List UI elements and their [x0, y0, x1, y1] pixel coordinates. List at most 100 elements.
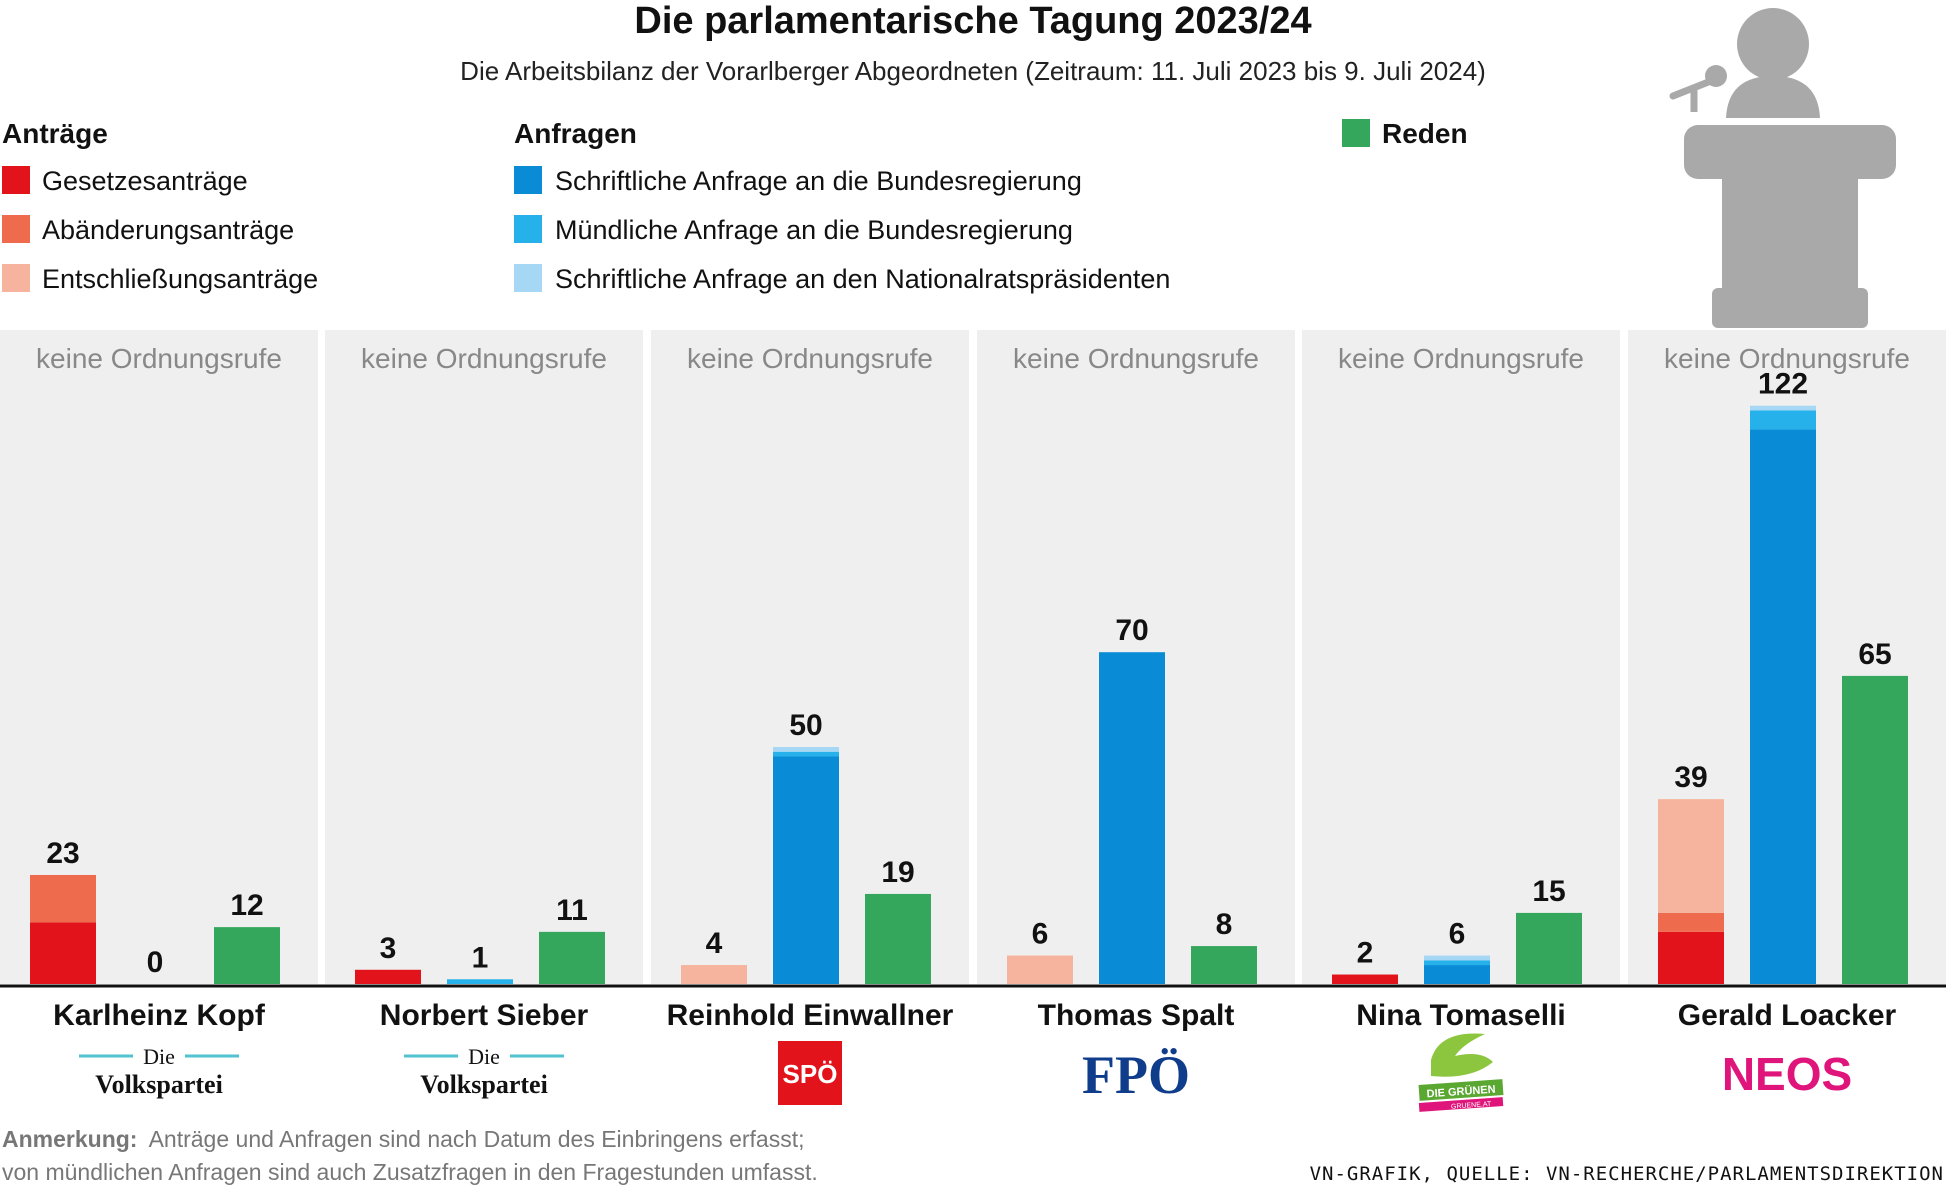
antraege-bar-gesetz — [1658, 931, 1724, 984]
anfragen-bar-value-label: 70 — [1115, 614, 1148, 647]
spoe-logo: SPÖ — [778, 1041, 842, 1105]
reden-bar-reden — [1516, 912, 1582, 984]
logo-text-line1: DIE GRÜNEN — [1426, 1083, 1496, 1101]
antraege-bar-abaenderung — [30, 874, 96, 923]
fpoe-logo: FPÖ — [1082, 1045, 1190, 1105]
legend-label-gesetz: Gesetzesanträge — [42, 166, 248, 196]
reden-bar-reden — [539, 931, 605, 984]
antraege-bar-value-label: 23 — [46, 837, 79, 870]
anfragen-bar-schriftlich — [1424, 965, 1490, 984]
neos-logo: NEOS — [1722, 1048, 1852, 1100]
anfragen-bar-muendlich — [773, 751, 839, 757]
legend-reden: Reden — [1342, 118, 1468, 149]
anfragen-bar-praesident — [1424, 955, 1490, 961]
reden-bar-value-label: 65 — [1858, 638, 1891, 671]
anfragen-bar-schriftlich — [1750, 429, 1816, 984]
logo-band-pink — [1418, 1097, 1504, 1112]
antraege-bar-entschliessung — [1658, 799, 1724, 913]
anfragen-bar-value-label: 122 — [1758, 368, 1808, 401]
gruene-swoosh-icon — [1431, 1033, 1493, 1077]
logo-text-line1: Die — [468, 1044, 500, 1069]
reden-bar-reden — [865, 893, 931, 984]
source-credit: VN-GRAFIK, QUELLE: VN-RECHERCHE/PARLAMEN… — [1310, 1163, 1944, 1185]
footnote-line-1: Anmerkung: Anträge und Anfragen sind nac… — [2, 1126, 804, 1152]
ordnungsrufe-label: keine Ordnungsrufe — [1664, 343, 1910, 374]
antraege-bar-gesetz — [30, 922, 96, 984]
anfragen-bar-schriftlich — [1099, 652, 1165, 984]
anfragen-bar-schriftlich — [773, 756, 839, 984]
panel-0: keine Ordnungsrufe 23 0 12 Karlheinz Kopf Die… — [0, 330, 318, 1099]
logo-band — [1418, 1079, 1504, 1101]
logo-box — [778, 1041, 842, 1105]
ordnungsrufe-label: keine Ordnungsrufe — [1013, 343, 1259, 374]
antraege-bar-value-label: 39 — [1674, 761, 1707, 794]
legend-label-praesident: Schriftliche Anfrage an den Nationalrats… — [555, 264, 1170, 294]
panel-2: keine Ordnungsrufe 4 50 19 Reinhold Einwalln… — [651, 330, 969, 1105]
anfragen-bar-muendlich — [447, 979, 513, 984]
anfragen-bar-value-label: 0 — [147, 946, 164, 979]
antraege-bar-value-label: 2 — [1357, 937, 1374, 970]
reden-bar-reden — [214, 927, 280, 984]
logo-text-line2: Volkspartei — [95, 1070, 223, 1099]
ordnungsrufe-label: keine Ordnungsrufe — [36, 343, 282, 374]
panel-background — [325, 330, 643, 984]
reden-bar-value-label: 8 — [1216, 908, 1233, 941]
antraege-bar-entschliessung — [1007, 955, 1073, 984]
logo-text-line1: Die — [143, 1044, 175, 1069]
reden-bar-reden — [1191, 946, 1257, 984]
chart-title: Die parlamentarische Tagung 2023/24 — [634, 0, 1311, 42]
footnote-text-1: Anträge und Anfragen sind nach Datum des… — [149, 1126, 805, 1152]
legend-swatch-abaenderung — [2, 215, 30, 243]
chart-subtitle: Die Arbeitsbilanz der Vorarlberger Abgeo… — [460, 56, 1486, 86]
legend-label-muendlich: Mündliche Anfrage an die Bundesregierung — [555, 215, 1073, 245]
ordnungsrufe-label: keine Ordnungsrufe — [1338, 343, 1584, 374]
legend-swatch-gesetz — [2, 166, 30, 194]
speaker-podium-icon — [1669, 8, 1896, 328]
politician-name: Nina Tomaselli — [1356, 999, 1566, 1032]
antraege-bar-gesetz — [355, 969, 421, 984]
reden-bar-value-label: 12 — [230, 889, 263, 922]
politician-name: Karlheinz Kopf — [53, 999, 266, 1032]
ordnungsrufe-label: keine Ordnungsrufe — [687, 343, 933, 374]
politician-name: Thomas Spalt — [1038, 999, 1235, 1032]
logo-text: SPÖ — [783, 1059, 838, 1089]
antraege-bar-value-label: 3 — [380, 932, 397, 965]
antraege-bar-abaenderung — [1658, 912, 1724, 932]
legend-swatch-entschliessung — [2, 264, 30, 292]
legend-swatch-reden — [1342, 119, 1370, 147]
antraege-bar-entschliessung — [681, 965, 747, 984]
panel-3: keine Ordnungsrufe 6 70 8 Thomas Spalt FPÖ — [977, 330, 1295, 1105]
anfragen-bar-muendlich — [1424, 960, 1490, 966]
logo-text-line2: Volkspartei — [420, 1070, 548, 1099]
politician-name: Reinhold Einwallner — [667, 999, 954, 1032]
anfragen-bar-muendlich — [1750, 410, 1816, 430]
reden-bar-value-label: 11 — [556, 894, 588, 927]
footnote-label: Anmerkung: — [2, 1126, 137, 1152]
anfragen-bar-value-label: 1 — [472, 941, 489, 974]
legend-swatch-schriftlich — [514, 166, 542, 194]
footnote-line-2: von mündlichen Anfragen sind auch Zusatz… — [2, 1159, 818, 1185]
anfragen-bar-praesident — [773, 747, 839, 752]
legend-anfragen: Anfragen Schriftliche Anfrage an die Bun… — [514, 118, 1170, 294]
reden-bar-value-label: 19 — [881, 856, 914, 889]
legend-label-schriftlich: Schriftliche Anfrage an die Bundesregier… — [555, 166, 1082, 196]
logo-text-line2: GRUENE.AT — [1451, 1101, 1492, 1111]
panel-5: keine Ordnungsrufe 39 122 65 Gerald Loacker N… — [1628, 330, 1946, 1100]
legend-reden-title: Reden — [1382, 118, 1468, 149]
antraege-bar-gesetz — [1332, 974, 1398, 984]
antraege-bar-value-label: 6 — [1032, 918, 1049, 951]
antraege-bar-value-label: 4 — [706, 927, 723, 960]
reden-bar-value-label: 15 — [1532, 875, 1565, 908]
legend-label-entschliessung: Entschließungsanträge — [42, 264, 318, 294]
anfragen-bar-value-label: 6 — [1449, 918, 1466, 951]
legend-antraege-title: Anträge — [2, 118, 108, 149]
legend-label-abaenderung: Abänderungsanträge — [42, 215, 294, 245]
anfragen-bar-praesident — [1750, 405, 1816, 411]
